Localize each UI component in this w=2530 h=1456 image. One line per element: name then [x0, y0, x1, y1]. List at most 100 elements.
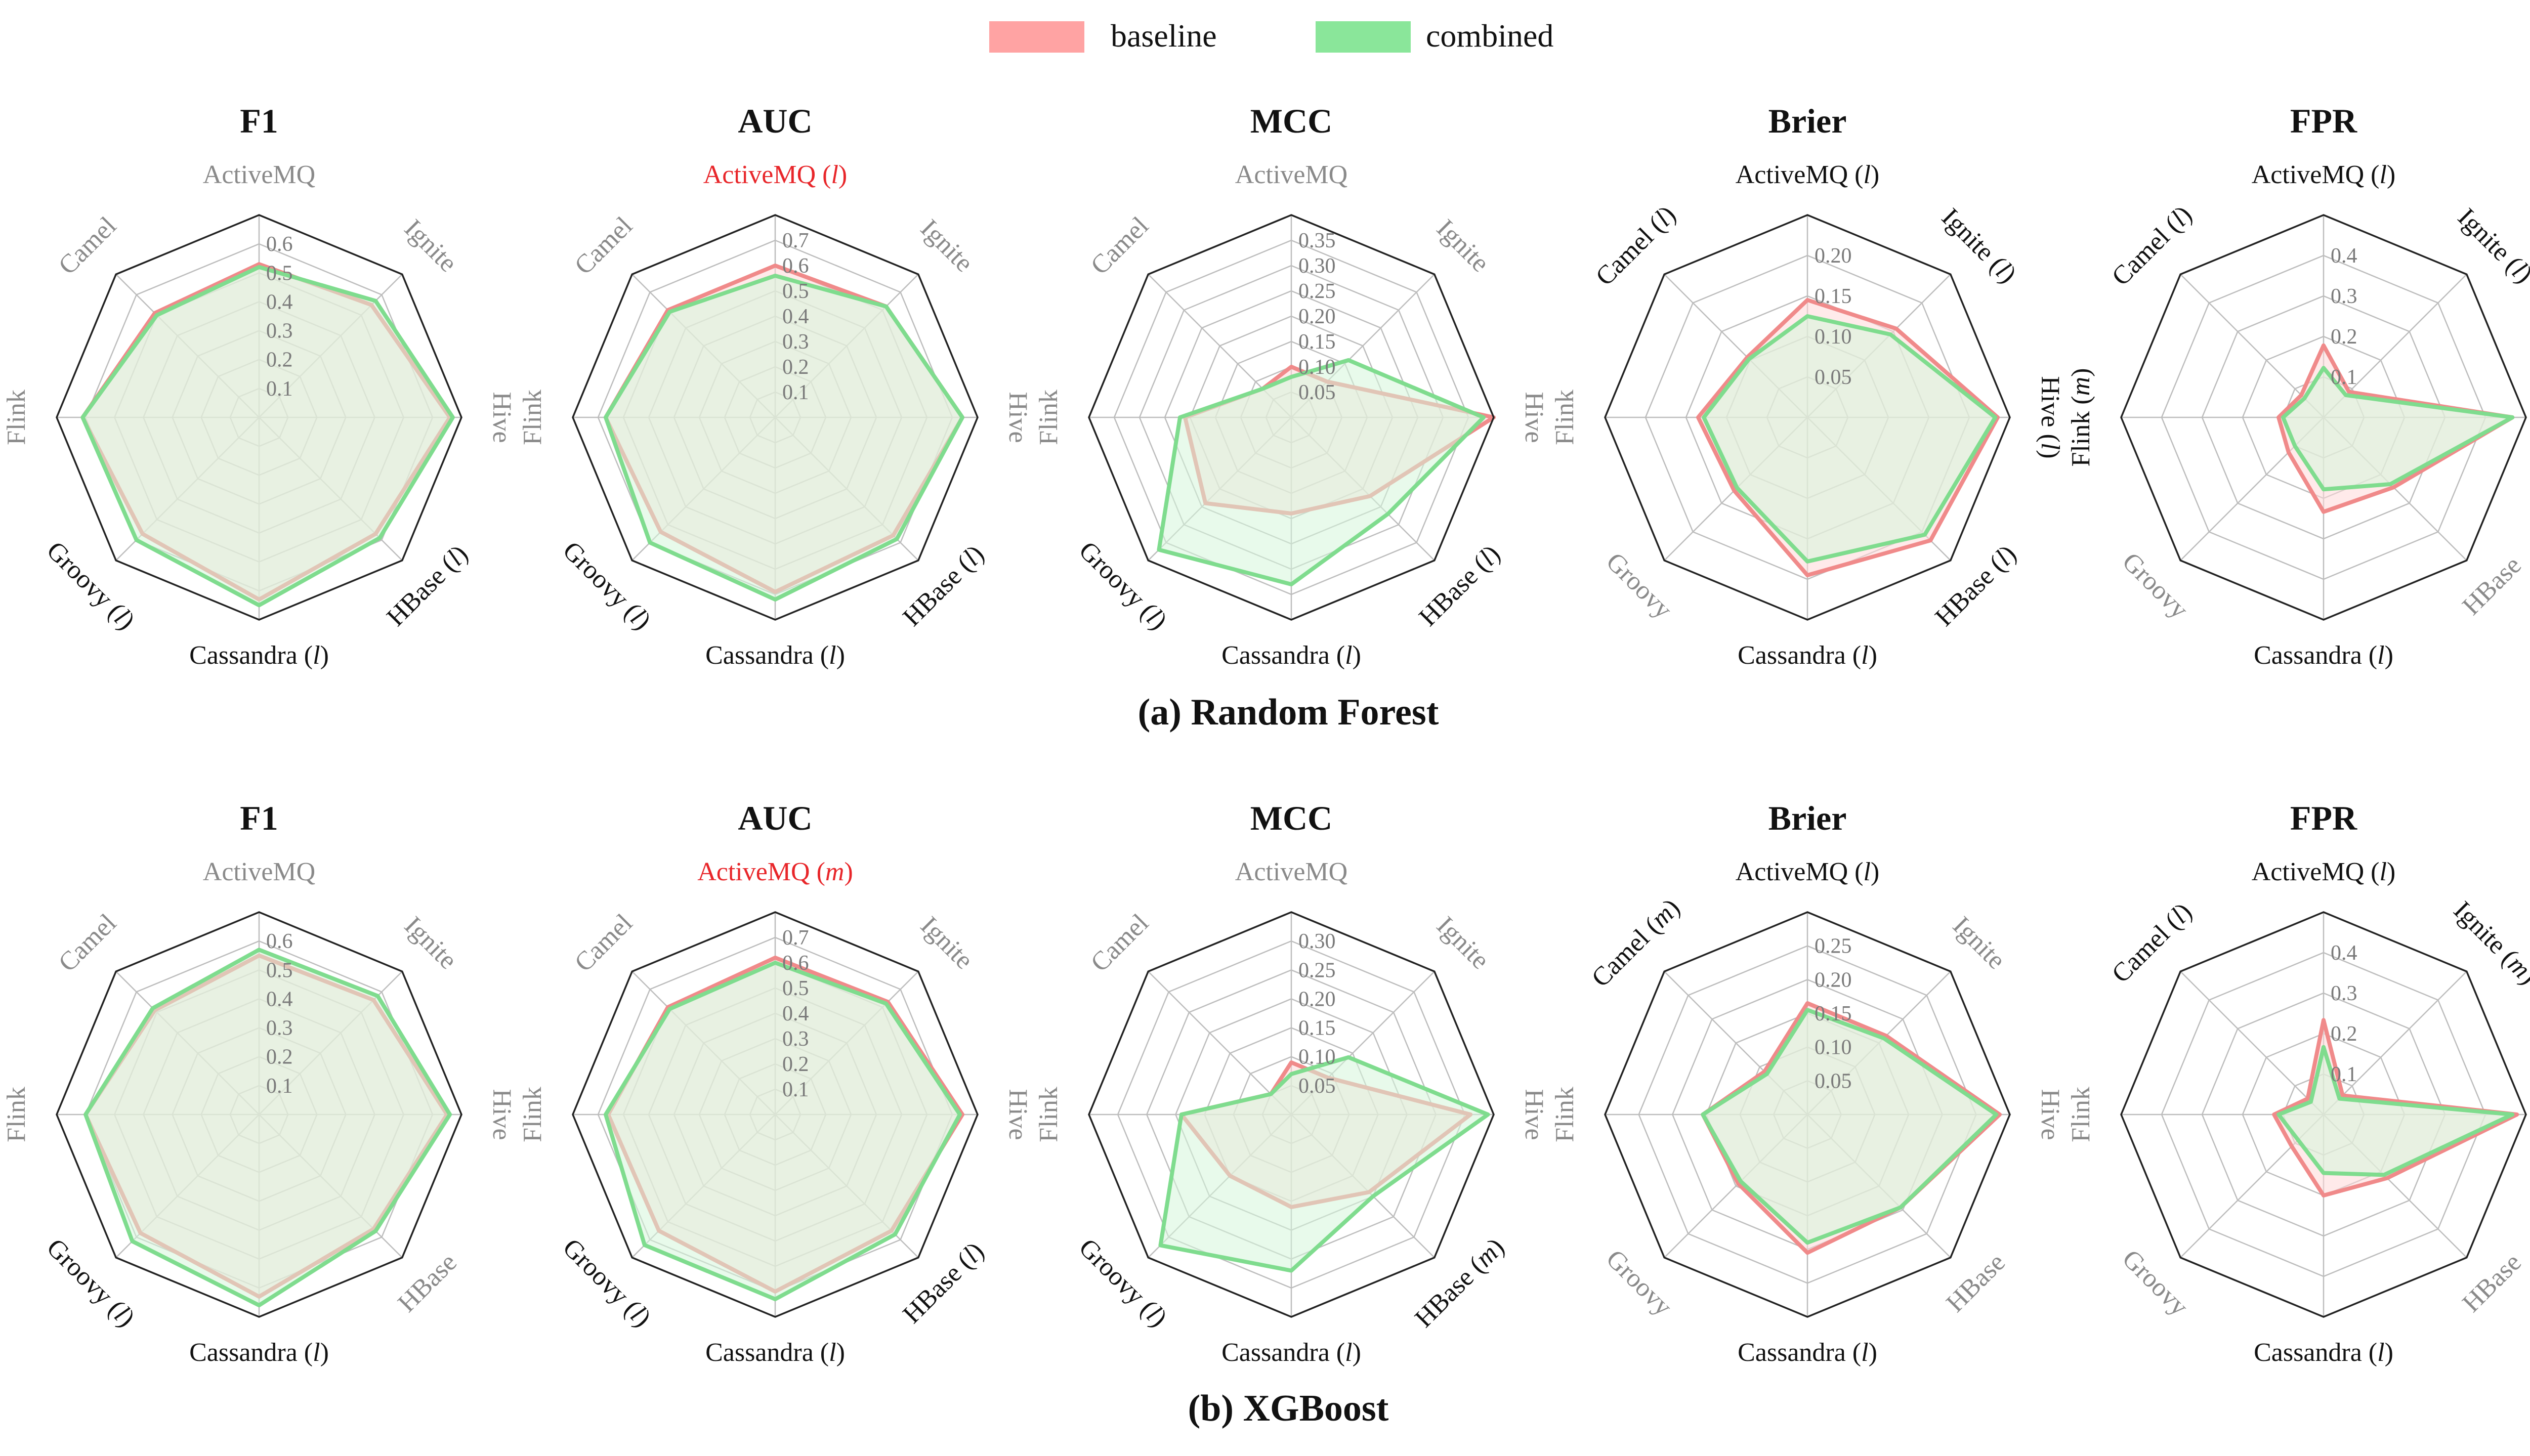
xgb-auc-tick-label: 0.1 [782, 1078, 809, 1101]
xgb-fpr-category-label-activemq: ActiveMQ (l) [2252, 858, 2396, 886]
rf-f1-tick-label: 0.5 [266, 262, 293, 285]
rf-mcc-tick-label: 0.10 [1298, 356, 1336, 379]
rf-f1-tick-label: 0.6 [266, 233, 293, 256]
chart-title-xgb-mcc: MCC [1250, 799, 1332, 837]
xgb-f1-category-label-hive: Hive [487, 1089, 516, 1140]
rf-mcc-series-combined [1157, 358, 1486, 586]
xgb-auc-category-label-activemq: ActiveMQ (m) [697, 858, 853, 886]
rf-f1-category-label-activemq: ActiveMQ [203, 160, 315, 189]
legend-swatch-baseline [989, 21, 1084, 53]
radar-xgb-mcc: 0.050.100.150.200.250.30ActiveMQIgniteHi… [1034, 858, 1548, 1367]
chart-title-xgb-brier: Brier [1768, 799, 1847, 837]
xgb-auc-category-label-cassandra: Cassandra (l) [705, 1338, 845, 1367]
rf-mcc-category-label-activemq: ActiveMQ [1235, 160, 1347, 189]
xgb-auc-tick-label: 0.7 [782, 926, 809, 950]
rf-brier-series-combined [1702, 314, 1998, 564]
rf-auc-tick-label: 0.7 [782, 229, 809, 252]
rf-brier-category-label-cassandra: Cassandra (l) [1738, 641, 1877, 670]
rf-mcc-tick-label: 0.15 [1298, 330, 1336, 354]
xgb-f1-tick-label: 0.6 [266, 930, 293, 953]
xgb-mcc-category-label-activemq: ActiveMQ [1235, 858, 1347, 886]
xgb-auc-tick-label: 0.4 [782, 1002, 809, 1025]
xgb-f1-tick-label: 0.5 [266, 959, 293, 982]
rf-f1-series-combined [80, 265, 455, 608]
xgb-mcc-series-combined [1158, 1055, 1490, 1273]
xgb-brier-outer-frame [1604, 911, 2011, 1318]
section-caption-random-forest: (a) Random Forest [1138, 692, 1439, 733]
xgb-brier-category-label-flink: Flink [1550, 1087, 1579, 1142]
rf-fpr-tick-label: 0.1 [2331, 366, 2357, 389]
rf-mcc-tick-label: 0.25 [1298, 280, 1336, 303]
xgb-f1-tick-label: 0.1 [266, 1075, 293, 1098]
xgb-mcc-category-label-hive: Hive [1520, 1089, 1548, 1140]
xgb-fpr-spoke [2323, 971, 2467, 1115]
chart-title-rf-auc: AUC [738, 102, 812, 140]
rf-f1-category-label-hive: Hive [487, 392, 516, 443]
rf-f1-outer-frame [56, 214, 462, 621]
chart-title-rf-fpr: FPR [2290, 102, 2357, 140]
rf-mcc-tick-label: 0.30 [1298, 254, 1336, 278]
xgb-fpr-series-combined [2276, 1045, 2515, 1177]
xgb-mcc-category-label-flink: Flink [1034, 1087, 1063, 1142]
rf-auc-outer-frame [572, 214, 979, 621]
xgb-f1-category-label-activemq: ActiveMQ [203, 858, 315, 886]
rf-mcc-category-label-cassandra: Cassandra (l) [1221, 641, 1361, 670]
chart-title-xgb-f1: F1 [240, 799, 278, 837]
xgb-brier-tick-label: 0.15 [1815, 1002, 1852, 1025]
legend-label-baseline: baseline [1111, 18, 1217, 54]
rf-f1-tick-label: 0.4 [266, 290, 293, 314]
rf-auc-category-label-hive: Hive [1003, 392, 1032, 443]
xgb-brier-tick-label: 0.20 [1815, 968, 1852, 992]
xgb-mcc-tick-label: 0.30 [1298, 930, 1336, 953]
xgb-mcc-tick-label: 0.05 [1298, 1075, 1336, 1098]
xgb-mcc-tick-label: 0.20 [1298, 988, 1336, 1011]
legend-label-combined: combined [1426, 18, 1553, 54]
xgb-auc-outer-frame [572, 911, 979, 1318]
rf-mcc-tick-label: 0.05 [1298, 381, 1336, 404]
rf-brier-category-label-flink: Flink [1550, 390, 1579, 445]
chart-title-xgb-fpr: FPR [2290, 799, 2357, 837]
xgb-fpr-outer-frame [2120, 911, 2527, 1318]
xgb-f1-tick-label: 0.4 [266, 988, 293, 1011]
rf-auc-tick-label: 0.3 [782, 330, 809, 354]
xgb-fpr-category-label-flink: Flink [2067, 1087, 2095, 1142]
xgb-auc-tick-label: 0.5 [782, 977, 809, 1000]
xgb-brier-tick-label: 0.05 [1815, 1069, 1852, 1093]
xgb-f1-outer-frame [56, 911, 462, 1318]
rf-f1-category-label-cassandra: Cassandra (l) [189, 641, 329, 670]
rf-brier-tick-label: 0.20 [1815, 244, 1852, 268]
xgb-f1-tick-label: 0.2 [266, 1046, 293, 1069]
radar-rf-f1: 0.10.20.30.40.50.6ActiveMQIgniteHiveHBas… [2, 160, 516, 670]
rf-fpr-category-label-activemq: ActiveMQ (l) [2252, 160, 2396, 189]
xgb-auc-series-combined [604, 961, 962, 1301]
chart-title-rf-mcc: MCC [1250, 102, 1332, 140]
xgb-brier-category-label-cassandra: Cassandra (l) [1738, 1338, 1877, 1367]
rf-auc-category-label-flink: Flink [518, 390, 547, 445]
xgb-fpr-tick-label: 0.3 [2331, 982, 2357, 1005]
rf-mcc-category-label-flink: Flink [1034, 390, 1063, 445]
xgb-brier-category-label-activemq: ActiveMQ (l) [1736, 858, 1880, 886]
xgb-fpr-tick-label: 0.2 [2331, 1022, 2357, 1046]
xgb-fpr-category-label-cassandra: Cassandra (l) [2254, 1338, 2393, 1367]
rf-fpr-tick-label: 0.4 [2331, 244, 2357, 268]
xgb-f1-tick-label: 0.3 [266, 1017, 293, 1040]
rf-mcc-outer-frame [1088, 214, 1495, 621]
rf-auc-category-label-cassandra: Cassandra (l) [705, 641, 845, 670]
xgb-mcc-spoke [1148, 971, 1292, 1115]
rf-fpr-tick-label: 0.2 [2331, 325, 2357, 349]
xgb-fpr-tick-label: 0.1 [2331, 1063, 2357, 1086]
xgb-auc-tick-label: 0.6 [782, 952, 809, 975]
rf-fpr-outer-frame [2120, 214, 2527, 621]
rf-fpr-series-combined [2281, 366, 2515, 492]
xgb-auc-tick-label: 0.2 [782, 1053, 809, 1076]
xgb-mcc-tick-label: 0.25 [1298, 959, 1336, 982]
xgb-brier-series-combined [1701, 1008, 1999, 1245]
xgb-fpr-tick-label: 0.4 [2331, 941, 2357, 965]
radar-xgb-f1: 0.10.20.30.40.50.6ActiveMQIgniteHiveHBas… [2, 858, 516, 1367]
xgb-f1-category-label-cassandra: Cassandra (l) [189, 1338, 329, 1367]
rf-brier-outer-frame [1604, 214, 2011, 621]
xgb-mcc-tick-label: 0.15 [1298, 1017, 1336, 1040]
rf-auc-tick-label: 0.2 [782, 356, 809, 379]
